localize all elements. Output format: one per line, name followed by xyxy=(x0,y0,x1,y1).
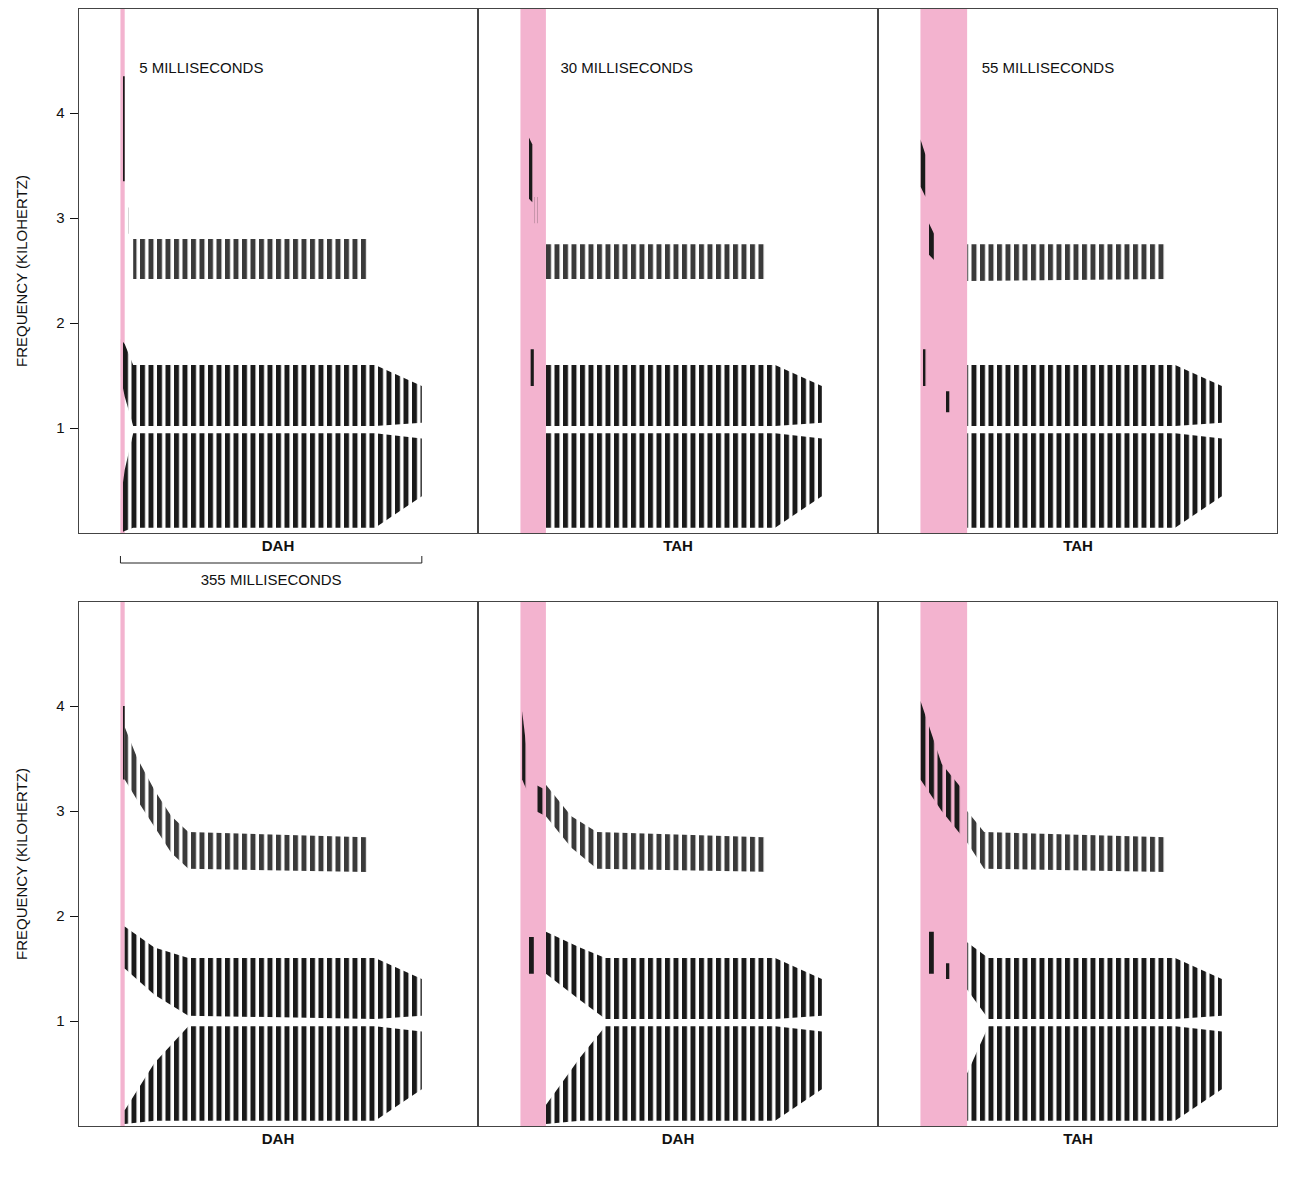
svg-text:355 MILLISECONDS: 355 MILLISECONDS xyxy=(201,571,342,588)
svg-text:DAH: DAH xyxy=(662,1130,695,1147)
svg-text:3: 3 xyxy=(56,209,64,226)
svg-text:30 MILLISECONDS: 30 MILLISECONDS xyxy=(560,59,693,76)
svg-text:FREQUENCY (KILOHERTZ): FREQUENCY (KILOHERTZ) xyxy=(13,768,30,960)
svg-text:4: 4 xyxy=(56,697,64,714)
svg-text:TAH: TAH xyxy=(1063,537,1093,554)
svg-text:5 MILLISECONDS: 5 MILLISECONDS xyxy=(139,59,263,76)
svg-text:55 MILLISECONDS: 55 MILLISECONDS xyxy=(982,59,1115,76)
svg-text:DAH: DAH xyxy=(262,537,295,554)
svg-text:1: 1 xyxy=(56,1012,64,1029)
svg-text:1: 1 xyxy=(56,419,64,436)
svg-text:TAH: TAH xyxy=(663,537,693,554)
svg-text:FREQUENCY (KILOHERTZ): FREQUENCY (KILOHERTZ) xyxy=(13,175,30,367)
svg-text:TAH: TAH xyxy=(1063,1130,1093,1147)
svg-text:DAH: DAH xyxy=(262,1130,295,1147)
svg-text:2: 2 xyxy=(56,907,64,924)
svg-text:3: 3 xyxy=(56,802,64,819)
svg-text:4: 4 xyxy=(56,104,64,121)
svg-text:2: 2 xyxy=(56,314,64,331)
